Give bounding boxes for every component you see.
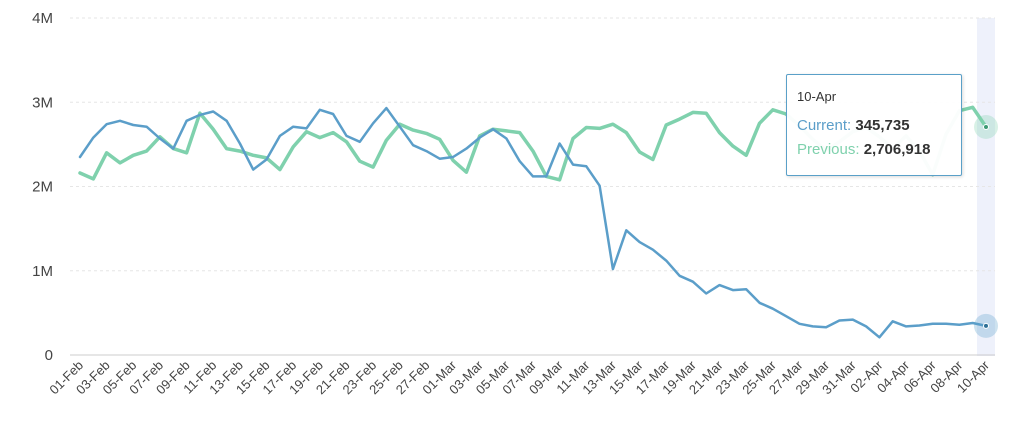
y-tick-label: 2M	[32, 179, 53, 196]
y-tick-label: 4M	[32, 10, 53, 27]
y-axis-tick-labels: 0 1M 2M 3M 4M	[32, 10, 53, 364]
y-tick-label: 1M	[32, 263, 53, 280]
hover-markers	[974, 114, 998, 338]
y-tick-label: 3M	[32, 94, 53, 111]
tooltip-date: 10-Apr	[797, 89, 837, 104]
tooltip-current-row: Current: 345,735	[797, 114, 951, 138]
hover-band	[977, 18, 995, 356]
x-axis-tick-labels: 01-Feb03-Feb05-Feb07-Feb09-Feb11-Feb13-F…	[46, 357, 992, 397]
tooltip-previous-row: Previous: 2,706,918	[797, 138, 951, 162]
hover-point-previous	[983, 123, 989, 130]
y-tick-label: 0	[45, 347, 53, 364]
hover-point-current	[983, 322, 989, 329]
series-line-current[interactable]	[78, 106, 988, 339]
tooltip-current-value: 345,735	[855, 117, 910, 134]
hover-tooltip: 10-Apr Current: 345,735 Previous: 2,706,…	[786, 74, 962, 176]
tooltip-previous-label: Previous:	[797, 141, 860, 158]
tooltip-current-label: Current:	[797, 117, 852, 134]
tooltip-previous-value: 2,706,918	[863, 141, 931, 158]
